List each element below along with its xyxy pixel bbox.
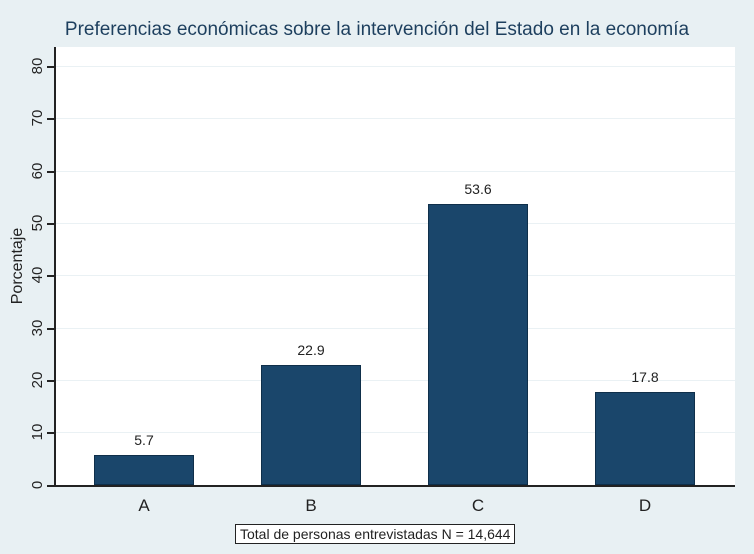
gridline-50 <box>55 223 735 224</box>
bar-value-label-b: 22.9 <box>297 342 325 358</box>
gridline-10 <box>55 432 735 433</box>
y-axis-line <box>54 47 56 487</box>
x-tick-label-d: D <box>638 496 652 515</box>
y-tick-label: 50 <box>29 214 46 232</box>
y-tick <box>47 171 55 173</box>
chart-title: Preferencias económicas sobre la interve… <box>64 19 690 40</box>
gridline-60 <box>55 171 735 172</box>
y-tick <box>47 118 55 120</box>
x-axis-line <box>47 485 735 487</box>
y-tick-label: 20 <box>29 371 46 389</box>
y-tick-label: 30 <box>29 319 46 337</box>
y-tick <box>47 380 55 382</box>
y-tick <box>47 328 55 330</box>
x-tick-label-a: A <box>138 496 150 515</box>
bar-value-label-d: 17.8 <box>631 369 659 385</box>
bar-c <box>428 204 528 485</box>
gridline-80 <box>55 66 735 67</box>
y-axis-label: Porcentaje <box>9 227 26 305</box>
gridline-70 <box>55 118 735 119</box>
bar-d <box>595 392 695 485</box>
gridline-30 <box>55 328 735 329</box>
y-tick <box>47 485 55 487</box>
plot-area <box>55 47 735 485</box>
x-tick-label-c: C <box>471 496 485 515</box>
x-tick-label-b: B <box>305 496 317 515</box>
sample-size-note: Total de personas entrevistadas N = 14,6… <box>235 524 516 544</box>
bar-value-label-a: 5.7 <box>134 432 154 448</box>
y-tick-label: 40 <box>29 266 46 284</box>
y-tick-label: 10 <box>29 423 46 441</box>
y-tick-label: 80 <box>29 57 46 75</box>
gridline-20 <box>55 380 735 381</box>
y-tick <box>47 223 55 225</box>
y-tick <box>47 432 55 434</box>
y-tick <box>47 66 55 68</box>
y-tick <box>47 275 55 277</box>
y-tick-label: 0 <box>29 480 46 490</box>
bar-b <box>261 365 361 485</box>
y-tick-label: 60 <box>29 162 46 180</box>
bar-a <box>94 455 194 485</box>
y-tick-label: 70 <box>29 109 46 127</box>
gridline-40 <box>55 275 735 276</box>
bar-value-label-c: 53.6 <box>464 181 492 197</box>
